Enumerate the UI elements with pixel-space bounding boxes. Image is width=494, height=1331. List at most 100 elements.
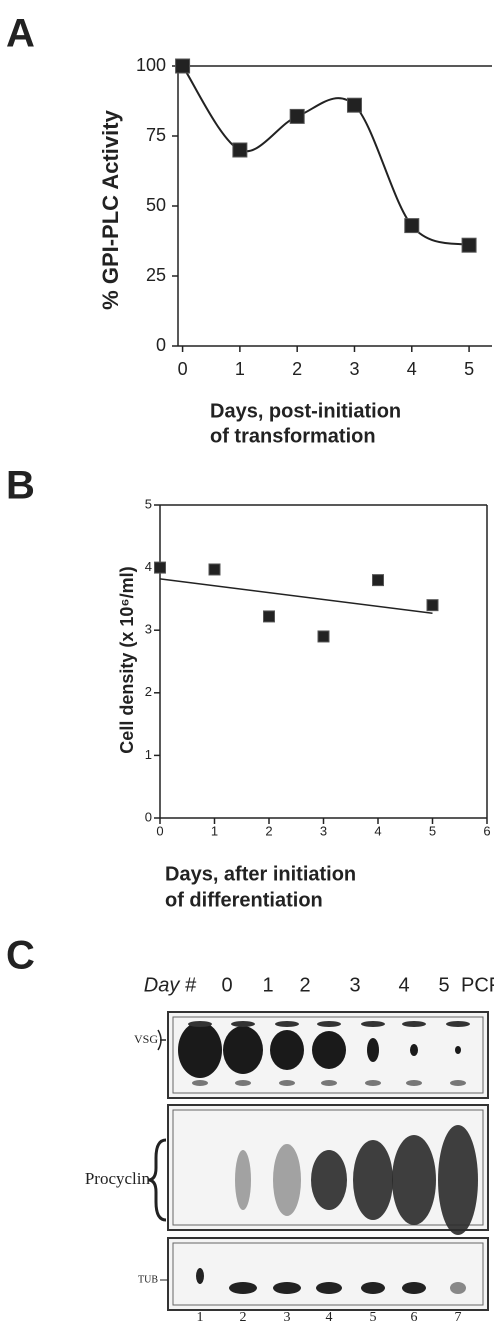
band	[365, 1080, 381, 1086]
y-axis-label: Cell density (x 10⁶/ml)	[117, 566, 137, 753]
lane-label: 2	[299, 974, 310, 996]
x-tick-label: 1	[235, 359, 245, 379]
band	[235, 1080, 251, 1086]
lane-number: 5	[370, 1310, 377, 1325]
marker	[462, 238, 476, 252]
marker	[427, 600, 438, 611]
lane-number: 3	[284, 1310, 291, 1325]
y-tick-label: 0	[156, 335, 166, 355]
marker	[264, 611, 275, 622]
marker	[290, 109, 304, 123]
y-tick-label: 25	[146, 265, 166, 285]
marker	[155, 562, 166, 573]
x-tick-label: 5	[429, 823, 436, 838]
band	[410, 1044, 418, 1056]
band	[361, 1021, 385, 1027]
marker	[176, 59, 190, 73]
x-tick-label: 0	[178, 359, 188, 379]
trendline	[160, 579, 433, 613]
band	[279, 1080, 295, 1086]
marker	[405, 219, 419, 233]
y-tick-label: 4	[145, 559, 152, 574]
marker	[373, 575, 384, 586]
y-tick-label: 100	[136, 55, 166, 75]
band	[311, 1150, 347, 1210]
lane-label: 1	[262, 974, 273, 996]
y-tick-label: 75	[146, 125, 166, 145]
y-axis-label: % GPI-PLC Activity	[98, 109, 123, 309]
band	[188, 1021, 212, 1027]
lane-label: 3	[349, 974, 360, 996]
figure: A % GPI-PLC Activity Days, post-initiati…	[0, 0, 494, 1326]
x-tick-label: 3	[320, 823, 327, 838]
marker	[347, 98, 361, 112]
band	[192, 1080, 208, 1086]
row-label: Procyclin	[85, 1169, 151, 1188]
panel-label: A	[6, 12, 35, 56]
band	[402, 1282, 426, 1294]
band	[178, 1022, 222, 1078]
x-tick-label: 4	[407, 359, 417, 379]
band	[450, 1282, 466, 1294]
y-tick-label: 5	[145, 496, 152, 511]
band	[231, 1021, 255, 1027]
lane-number: 2	[240, 1310, 247, 1325]
lane-number: 6	[411, 1310, 418, 1325]
y-tick-label: 0	[145, 809, 152, 824]
lane-label: 5	[438, 974, 449, 996]
band	[361, 1282, 385, 1294]
band	[317, 1021, 341, 1027]
row-label: VSG	[134, 1032, 158, 1046]
marker	[209, 564, 220, 575]
x-tick-label: 3	[349, 359, 359, 379]
row-label: TUB	[138, 1274, 158, 1285]
band	[275, 1021, 299, 1027]
band	[273, 1282, 301, 1294]
blot-header: Day #	[144, 974, 197, 996]
bracket	[158, 1030, 166, 1050]
y-tick-label: 1	[145, 747, 152, 762]
band	[312, 1031, 346, 1069]
blot-frame	[168, 1238, 488, 1310]
band	[406, 1080, 422, 1086]
bracket	[148, 1140, 166, 1220]
band	[367, 1038, 379, 1062]
band	[455, 1046, 461, 1054]
panel-label: B	[6, 464, 35, 508]
band	[196, 1268, 204, 1284]
band	[353, 1140, 393, 1220]
y-tick-label: 50	[146, 195, 166, 215]
lane-label: PCF	[461, 974, 494, 996]
x-tick-label: 6	[483, 823, 490, 838]
band	[446, 1021, 470, 1027]
band	[438, 1125, 478, 1235]
band	[402, 1021, 426, 1027]
x-tick-label: 5	[464, 359, 474, 379]
y-tick-label: 2	[145, 684, 152, 699]
x-axis-label: of transformation	[210, 425, 376, 447]
blot: 012345PCFVSGProcyclinTUB1234567	[85, 974, 494, 1325]
marker	[233, 143, 247, 157]
lane-number: 7	[455, 1310, 462, 1325]
lane-number: 1	[197, 1310, 204, 1325]
band	[270, 1030, 304, 1070]
x-axis-label: Days, after initiation	[165, 863, 356, 885]
x-tick-label: 1	[211, 823, 218, 838]
band	[223, 1026, 263, 1074]
x-axis-label: of differentiation	[165, 889, 323, 911]
band	[450, 1080, 466, 1086]
band	[316, 1282, 342, 1294]
x-tick-label: 0	[156, 823, 163, 838]
band	[229, 1282, 257, 1294]
lane-number: 4	[326, 1310, 333, 1325]
band	[273, 1144, 301, 1216]
band	[235, 1150, 251, 1210]
panel-label: C	[6, 934, 35, 978]
band	[321, 1080, 337, 1086]
lane-label: 0	[221, 974, 232, 996]
x-tick-label: 4	[374, 823, 381, 838]
marker	[318, 631, 329, 642]
band	[392, 1135, 436, 1225]
x-tick-label: 2	[265, 823, 272, 838]
line	[183, 66, 469, 245]
